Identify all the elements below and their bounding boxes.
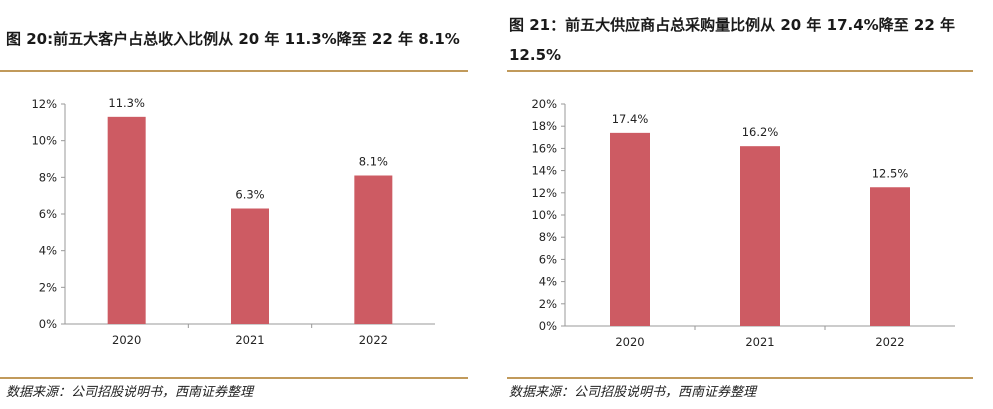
data-label: 17.4% — [612, 112, 649, 126]
data-label: 16.2% — [742, 125, 779, 139]
figure-title: 图 20:前五大客户占总收入比例从 20 年 11.3%降至 22 年 8.1% — [6, 30, 460, 48]
x-tick-label: 2021 — [745, 335, 774, 349]
y-tick-label: 2% — [539, 297, 557, 311]
source-divider — [507, 377, 973, 379]
y-tick-label: 16% — [531, 141, 557, 155]
y-tick-label: 12% — [531, 186, 557, 200]
y-tick-label: 0% — [39, 317, 57, 331]
y-tick-label: 0% — [539, 319, 557, 333]
data-label: 8.1% — [359, 155, 388, 169]
bar — [870, 187, 910, 326]
y-tick-label: 6% — [539, 252, 557, 266]
x-tick-label: 2020 — [615, 335, 644, 349]
title-divider — [507, 70, 973, 72]
data-label: 11.3% — [108, 96, 145, 110]
y-tick-label: 8% — [539, 230, 557, 244]
y-tick-label: 10% — [31, 134, 57, 148]
bar — [740, 146, 780, 326]
figure-21-panel: 图 21：前五大供应商占总采购量比例从 20 年 17.4%降至 22 年 12… — [503, 0, 993, 409]
x-tick-label: 2020 — [112, 333, 141, 347]
y-tick-label: 8% — [39, 170, 57, 184]
y-tick-label: 14% — [531, 164, 557, 178]
bar — [231, 208, 269, 324]
figure-20-panel: 图 20:前五大客户占总收入比例从 20 年 11.3%降至 22 年 8.1%… — [0, 0, 470, 409]
supplier-share-bar-chart: 0% 2% 4% 6% 8% 10% 12% 14% 16% 18% 20% 17.4% 2020 16.… — [531, 97, 955, 349]
y-tick-label: 4% — [539, 275, 557, 289]
y-tick-label: 2% — [39, 280, 57, 294]
x-tick-label: 2022 — [875, 335, 904, 349]
y-tick-label: 12% — [31, 97, 57, 111]
data-label: 12.5% — [872, 166, 909, 180]
customer-share-bar-chart: 0% 2% 4% 6% 8% 10% 12% 11.3% 2020 6.3% 2021 8.1% 202… — [31, 96, 435, 347]
y-tick-label: 4% — [39, 244, 57, 258]
figure-title: 图 21：前五大供应商占总采购量比例从 20 年 17.4%降至 22 年 12… — [509, 16, 955, 64]
y-tick-label: 18% — [531, 119, 557, 133]
data-label: 6.3% — [235, 188, 264, 202]
x-tick-label: 2022 — [359, 333, 388, 347]
bar — [354, 175, 393, 324]
y-tick-label: 20% — [531, 97, 557, 111]
source-divider — [0, 377, 468, 379]
source-note: 数据来源：公司招股说明书，西南证券整理 — [6, 385, 254, 400]
x-tick-label: 2021 — [235, 333, 264, 347]
title-divider — [0, 70, 468, 72]
y-tick-label: 6% — [39, 207, 57, 221]
bar — [107, 116, 146, 324]
source-note: 数据来源：公司招股说明书，西南证券整理 — [509, 385, 757, 400]
y-tick-label: 10% — [531, 208, 557, 222]
bar — [610, 132, 650, 326]
